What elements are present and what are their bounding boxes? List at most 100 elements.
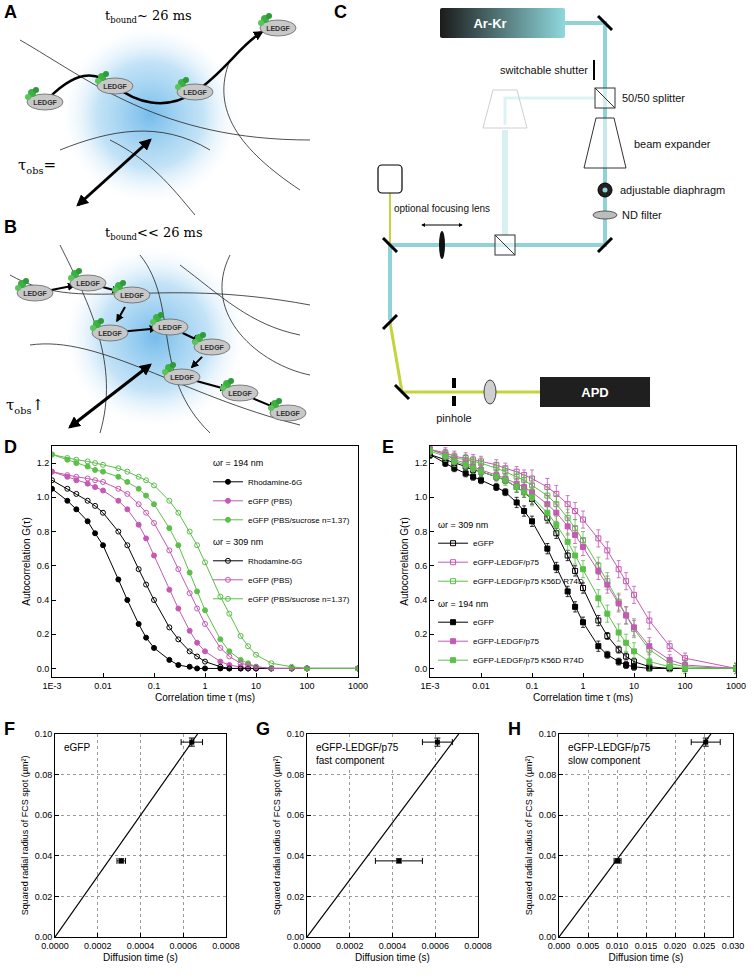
svg-text:0.0006: 0.0006 — [421, 941, 449, 951]
svg-text:0.08: 0.08 — [287, 770, 305, 780]
svg-text:LEDGF: LEDGF — [98, 330, 122, 337]
svg-text:0.0004: 0.0004 — [379, 941, 407, 951]
svg-text:eGFP-LEDGF/p75 K56D R74D: eGFP-LEDGF/p75 K56D R74D — [473, 656, 584, 665]
svg-text:0.1: 0.1 — [148, 681, 161, 691]
svg-text:tbound<< 26 ms: tbound<< 26 ms — [105, 225, 203, 242]
svg-text:LEDGF: LEDGF — [183, 89, 207, 96]
svg-text:LEDGF: LEDGF — [170, 374, 194, 381]
svg-text:100: 100 — [299, 681, 314, 691]
svg-text:Squared radial radius of FCS s: Squared radial radius of FCS spot (µm²) — [20, 756, 30, 916]
svg-text:eGFP-LEDGF/p75: eGFP-LEDGF/p75 — [473, 637, 539, 646]
svg-text:0.02: 0.02 — [287, 892, 305, 902]
svg-text:0.00: 0.00 — [539, 932, 557, 942]
svg-text:0.0004: 0.0004 — [127, 941, 155, 951]
svg-text:0.06: 0.06 — [287, 810, 305, 820]
svg-text:50/50 splitter: 50/50 splitter — [622, 92, 685, 104]
svg-text:0.020: 0.020 — [664, 941, 687, 951]
svg-text:LEDGF: LEDGF — [276, 410, 300, 417]
svg-text:1.2: 1.2 — [37, 458, 50, 468]
svg-text:0.025: 0.025 — [693, 941, 716, 951]
svg-text:0.2: 0.2 — [37, 629, 50, 639]
svg-text:Squared radial radius of FCS s: Squared radial radius of FCS spot (µm²) — [524, 756, 534, 916]
svg-text:0.015: 0.015 — [635, 941, 658, 951]
svg-text:0.0008: 0.0008 — [464, 941, 492, 951]
svg-text:0.0006: 0.0006 — [169, 941, 197, 951]
svg-text:0.01: 0.01 — [472, 681, 490, 691]
svg-text:Diffusion time (s): Diffusion time (s) — [355, 952, 430, 963]
svg-text:0.8: 0.8 — [37, 527, 50, 537]
svg-text:0.005: 0.005 — [577, 941, 600, 951]
svg-text:τobs↑: τobs↑ — [6, 396, 44, 416]
svg-text:0.10: 0.10 — [539, 729, 557, 739]
svg-text:0.000: 0.000 — [548, 941, 571, 951]
svg-text:0.8: 0.8 — [415, 527, 428, 537]
svg-text:eGFP-LEDGF/p75fast component: eGFP-LEDGF/p75fast component — [316, 742, 399, 766]
svg-text:0.08: 0.08 — [539, 770, 557, 780]
svg-text:eGFP-LEDGF/p75: eGFP-LEDGF/p75 — [473, 558, 539, 567]
svg-text:10: 10 — [251, 681, 261, 691]
svg-text:Rhodamine-6G: Rhodamine-6G — [248, 478, 302, 487]
svg-text:10: 10 — [629, 681, 639, 691]
svg-text:0.06: 0.06 — [35, 810, 53, 820]
svg-text:0.4: 0.4 — [415, 595, 428, 605]
svg-text:eGFP-LEDGF/p75 K56D R74D: eGFP-LEDGF/p75 K56D R74D — [473, 577, 584, 586]
svg-text:LEDGF: LEDGF — [33, 99, 57, 106]
svg-text:0.10: 0.10 — [35, 729, 53, 739]
svg-text:LEDGF: LEDGF — [120, 292, 144, 299]
svg-text:0.1: 0.1 — [526, 681, 539, 691]
svg-text:Correlation time τ (ms): Correlation time τ (ms) — [533, 692, 633, 703]
svg-text:LEDGF: LEDGF — [76, 280, 100, 287]
svg-text:0.00: 0.00 — [35, 932, 53, 942]
svg-text:Diffusion time (s): Diffusion time (s) — [103, 952, 178, 963]
svg-text:0.0000: 0.0000 — [41, 941, 69, 951]
svg-text:1.0: 1.0 — [37, 492, 50, 502]
svg-text:1E-3: 1E-3 — [420, 681, 439, 691]
svg-text:1: 1 — [202, 681, 207, 691]
svg-text:0.0000: 0.0000 — [293, 941, 321, 951]
svg-text:0.04: 0.04 — [539, 851, 557, 861]
svg-text:LEDGF: LEDGF — [228, 390, 252, 397]
svg-text:0.0002: 0.0002 — [336, 941, 364, 951]
svg-text:0.04: 0.04 — [35, 851, 53, 861]
svg-text:eGFP: eGFP — [473, 539, 494, 548]
svg-text:ωr = 309 nm: ωr = 309 nm — [438, 520, 488, 530]
svg-text:100: 100 — [677, 681, 692, 691]
svg-text:Squared radial radius of FCS s: Squared radial radius of FCS spot (µm²) — [272, 756, 282, 916]
svg-text:switchable shutter: switchable shutter — [500, 64, 588, 76]
svg-text:0.0008: 0.0008 — [212, 941, 240, 951]
svg-text:0.10: 0.10 — [287, 729, 305, 739]
svg-text:Ar-Kr: Ar-Kr — [473, 16, 506, 31]
svg-text:τobs=: τobs= — [18, 156, 56, 176]
svg-text:Rhodamine-6G: Rhodamine-6G — [248, 557, 302, 566]
svg-text:eGFP: eGFP — [473, 618, 494, 627]
svg-text:LEDGF: LEDGF — [103, 83, 127, 90]
svg-text:0.4: 0.4 — [37, 595, 50, 605]
svg-text:LEDGF: LEDGF — [158, 324, 182, 331]
svg-text:0.02: 0.02 — [539, 892, 557, 902]
svg-text:eGFP (PBS): eGFP (PBS) — [248, 576, 293, 585]
svg-text:0.6: 0.6 — [415, 561, 428, 571]
svg-text:pinhole: pinhole — [436, 412, 471, 424]
svg-text:0.00: 0.00 — [287, 932, 305, 942]
svg-text:0.08: 0.08 — [35, 770, 53, 780]
svg-text:eGFP (PBS/sucrose n=1.37): eGFP (PBS/sucrose n=1.37) — [248, 595, 350, 604]
svg-text:LEDGF: LEDGF — [200, 344, 224, 351]
svg-text:ωr = 194 nm: ωr = 194 nm — [438, 599, 488, 609]
svg-text:1.0: 1.0 — [415, 492, 428, 502]
svg-text:optional focusing lens: optional focusing lens — [394, 203, 490, 214]
svg-text:0.0002: 0.0002 — [84, 941, 112, 951]
svg-text:eGFP: eGFP — [64, 742, 90, 753]
svg-text:tbound~ 26 ms: tbound~ 26 ms — [105, 8, 192, 25]
svg-text:LEDGF: LEDGF — [23, 290, 47, 297]
svg-text:1.2: 1.2 — [415, 458, 428, 468]
svg-text:eGFP-LEDGF/p75slow component: eGFP-LEDGF/p75slow component — [568, 742, 651, 766]
svg-text:APD: APD — [581, 385, 608, 400]
svg-text:0.030: 0.030 — [722, 941, 745, 951]
svg-text:adjustable diaphragm: adjustable diaphragm — [620, 184, 725, 196]
svg-text:ωr = 194 nm: ωr = 194 nm — [213, 458, 263, 468]
svg-text:Diffusion time (s): Diffusion time (s) — [609, 952, 684, 963]
svg-text:ωr = 309 nm: ωr = 309 nm — [213, 537, 263, 547]
svg-text:0.04: 0.04 — [287, 851, 305, 861]
svg-text:Autocorrelation G(τ): Autocorrelation G(τ) — [399, 517, 410, 605]
svg-text:0.2: 0.2 — [415, 629, 428, 639]
